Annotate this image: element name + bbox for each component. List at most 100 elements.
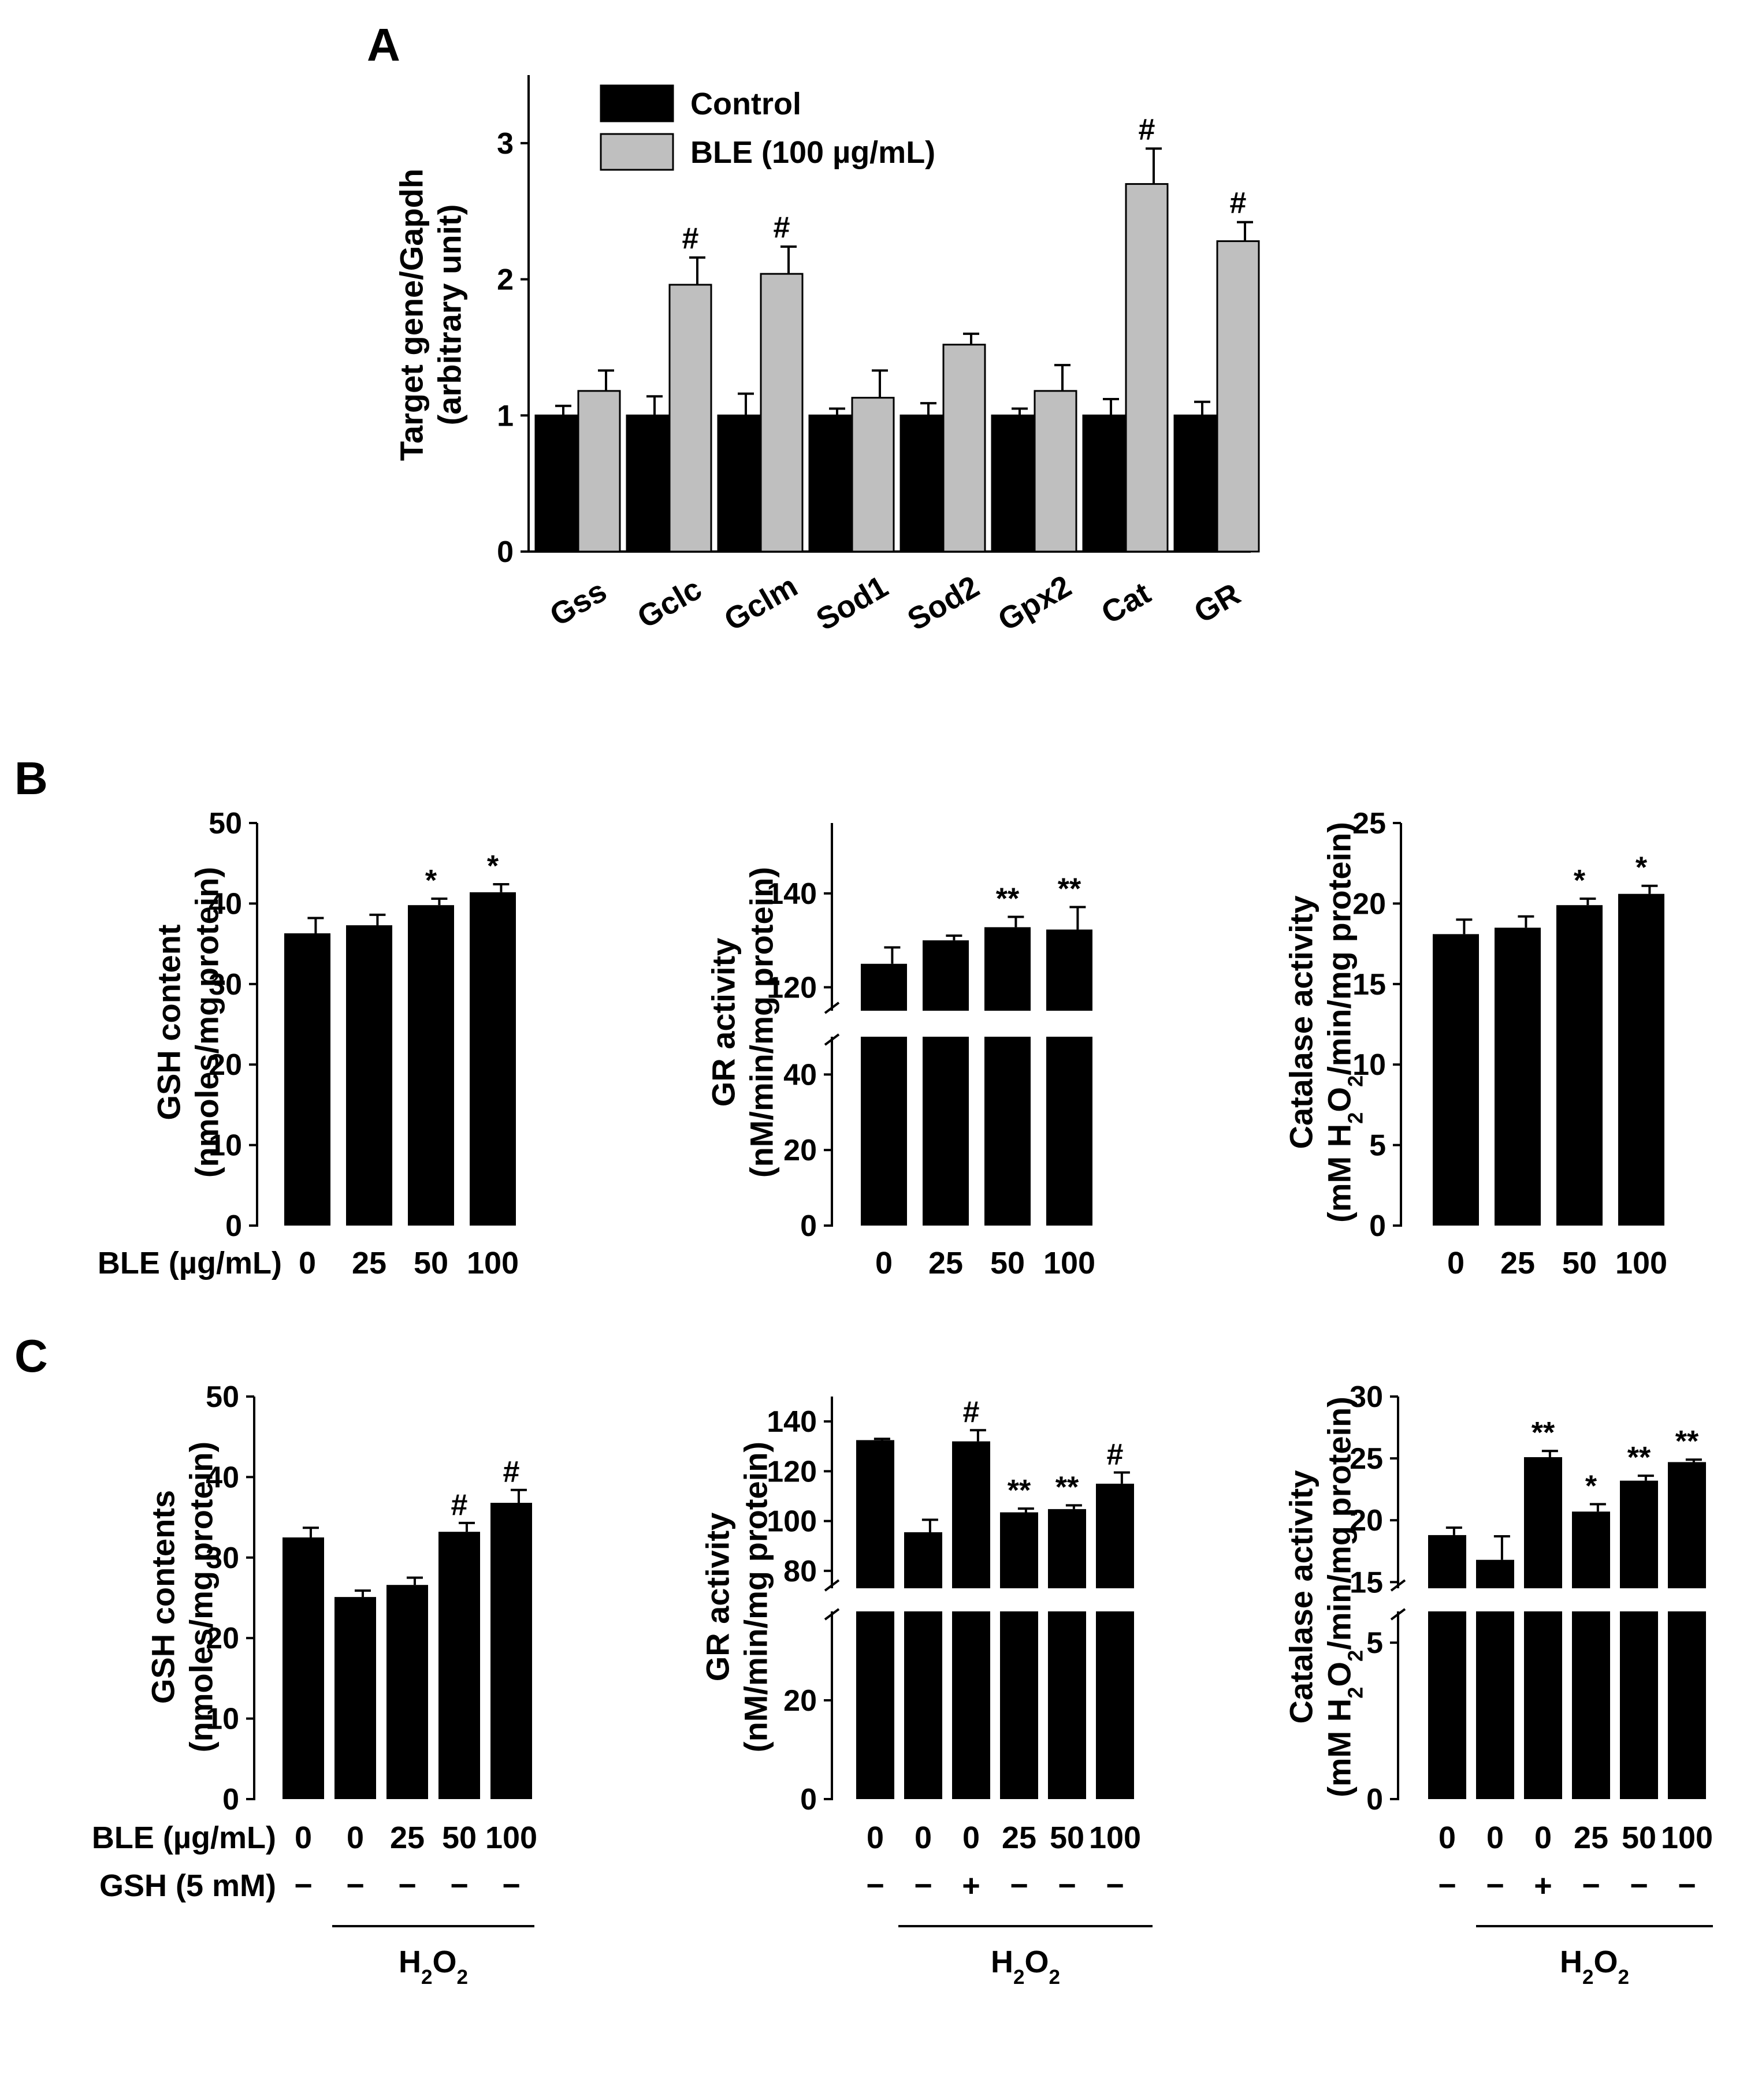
y-tick-label: 3 bbox=[497, 127, 514, 161]
y-tick-label: 15 bbox=[1352, 968, 1386, 1001]
y-tick-label: 0 bbox=[497, 535, 514, 569]
bar bbox=[438, 1532, 480, 1799]
y-axis-label-line: (mM H2O2/min/mg protein) bbox=[1321, 822, 1367, 1223]
y-tick-label: 80 bbox=[783, 1555, 817, 1588]
y-tick-label: 30 bbox=[206, 1542, 239, 1575]
y-tick-label: 20 bbox=[783, 1684, 817, 1718]
legend-label: Control bbox=[690, 87, 801, 121]
axis-break-mark bbox=[824, 1608, 840, 1621]
y-tick-label: 50 bbox=[206, 1380, 239, 1414]
bar-upper-segment bbox=[984, 927, 1031, 1011]
axis-break-mark bbox=[824, 1033, 840, 1046]
x-category-label: 0 bbox=[875, 1246, 893, 1280]
x-category-label: 0 bbox=[347, 1820, 364, 1855]
bar bbox=[284, 933, 330, 1226]
y-axis-label-line: Catalase activity bbox=[1283, 1470, 1319, 1724]
y-axis-label: GR activity (nM/min/mg protein) bbox=[700, 1442, 774, 1752]
significance-mark: * bbox=[1574, 864, 1586, 898]
gsh-treatment-sign: + bbox=[1534, 1868, 1552, 1903]
h2o2-group-label: H2O2 bbox=[399, 1945, 468, 1989]
bar-lower-segment bbox=[1476, 1611, 1514, 1799]
significance-mark: ** bbox=[1055, 1470, 1079, 1504]
y-tick-label: 40 bbox=[206, 1461, 239, 1494]
axis-break-mark bbox=[1390, 1608, 1406, 1621]
x-category-label: 0 bbox=[962, 1820, 980, 1855]
panel-a-gene-expression-chart: 0 1 2 3 Target gene/Gapdh (arbitrary unit) Gss… bbox=[393, 75, 1260, 638]
significance-mark: ** bbox=[1675, 1425, 1699, 1458]
y-tick-label: 10 bbox=[209, 1129, 242, 1163]
bar-lower-segment bbox=[1524, 1611, 1562, 1799]
x-category-label: 0 bbox=[1439, 1820, 1456, 1855]
bar-upper-segment bbox=[856, 1440, 894, 1588]
bar-ble bbox=[1216, 240, 1260, 553]
gsh-treatment-sign: + bbox=[962, 1868, 980, 1903]
x-category-label: 0 bbox=[295, 1820, 312, 1855]
x-category-label: Gclm bbox=[719, 569, 804, 638]
y-axis-label-line: (mM H2O2/min/mg protein) bbox=[1321, 1397, 1367, 1797]
bar-control bbox=[808, 414, 852, 553]
panel-b-gr-activity-chart: 0 20 40 120 140 0 25 ** 50 ** 100 GR activity (nM/mi… bbox=[705, 823, 1095, 1280]
y-tick-label: 0 bbox=[225, 1209, 242, 1243]
y-tick-label: 20 bbox=[206, 1622, 239, 1655]
y-tick-label: 20 bbox=[209, 1048, 242, 1082]
y-axis-label: GR activity (nM/min/mg protein) bbox=[705, 867, 780, 1178]
y-tick-label: 0 bbox=[800, 1783, 817, 1816]
bar-upper-segment bbox=[952, 1441, 990, 1588]
significance-mark: # bbox=[774, 211, 790, 244]
bar bbox=[386, 1585, 428, 1799]
y-tick-label: 0 bbox=[800, 1209, 817, 1243]
bar-upper-segment bbox=[1620, 1480, 1658, 1588]
significance-mark: * bbox=[1585, 1469, 1597, 1503]
bar-control bbox=[899, 414, 943, 553]
x-category-label: 25 bbox=[1574, 1820, 1608, 1855]
bar bbox=[1556, 905, 1603, 1226]
y-axis-label-line: (nmoles/mg protein) bbox=[189, 867, 225, 1178]
bar-upper-segment bbox=[1096, 1483, 1134, 1588]
x-category-label: 25 bbox=[928, 1246, 963, 1280]
bar-upper-segment bbox=[904, 1532, 942, 1588]
h2o2-group-label: H2O2 bbox=[1560, 1945, 1629, 1989]
y-tick-label: 0 bbox=[222, 1783, 239, 1816]
x-category-label: 50 bbox=[414, 1246, 448, 1280]
y-axis-label-line: Catalase activity bbox=[1283, 896, 1319, 1149]
y-axis-label: Target gene/Gapdh (arbitrary unit) bbox=[393, 169, 468, 461]
y-tick-label: 30 bbox=[209, 968, 242, 1001]
y-axis-label: Catalase activity(mM H2O2/min/mg protein… bbox=[1283, 1397, 1367, 1797]
bar-control bbox=[534, 414, 578, 553]
y-tick-label: 25 bbox=[1350, 1442, 1383, 1476]
y-tick-label: 40 bbox=[783, 1058, 817, 1092]
y-axis-label-line: GSH content bbox=[151, 924, 187, 1120]
significance-mark: * bbox=[1636, 851, 1648, 885]
gsh-treatment-sign: − bbox=[346, 1868, 365, 1903]
bar-ble bbox=[1034, 390, 1077, 553]
bar bbox=[1433, 934, 1479, 1226]
x-category-label: 100 bbox=[1661, 1820, 1713, 1855]
significance-mark: # bbox=[682, 222, 699, 255]
bar-control bbox=[1082, 414, 1126, 553]
significance-mark: * bbox=[425, 864, 437, 898]
bar-ble bbox=[1125, 183, 1169, 553]
bar-ble bbox=[851, 397, 895, 553]
y-tick-label: 100 bbox=[767, 1505, 817, 1539]
x-category-label: 50 bbox=[1622, 1820, 1656, 1855]
significance-mark: # bbox=[451, 1488, 468, 1522]
bar-upper-segment bbox=[1046, 929, 1092, 1011]
gsh-treatment-sign: − bbox=[294, 1868, 313, 1903]
x-category-label: 50 bbox=[1562, 1246, 1597, 1280]
y-tick-label: 120 bbox=[767, 1455, 817, 1488]
y-tick-label: 50 bbox=[209, 807, 242, 840]
significance-mark: # bbox=[503, 1455, 520, 1489]
bar-lower-segment bbox=[1620, 1611, 1658, 1799]
bar-upper-segment bbox=[1668, 1462, 1706, 1588]
bar-ble bbox=[942, 344, 986, 553]
gsh-treatment-sign: − bbox=[1582, 1868, 1600, 1903]
bar-lower-segment bbox=[861, 1037, 907, 1226]
x-category-label: 100 bbox=[1615, 1246, 1667, 1280]
y-tick-label: 20 bbox=[1352, 887, 1386, 921]
x-category-label: GR bbox=[1188, 576, 1246, 630]
bar-lower-segment bbox=[984, 1037, 1031, 1226]
gsh-treatment-sign: − bbox=[1630, 1868, 1648, 1903]
x-category-label: 0 bbox=[915, 1820, 932, 1855]
significance-mark: # bbox=[963, 1395, 980, 1429]
